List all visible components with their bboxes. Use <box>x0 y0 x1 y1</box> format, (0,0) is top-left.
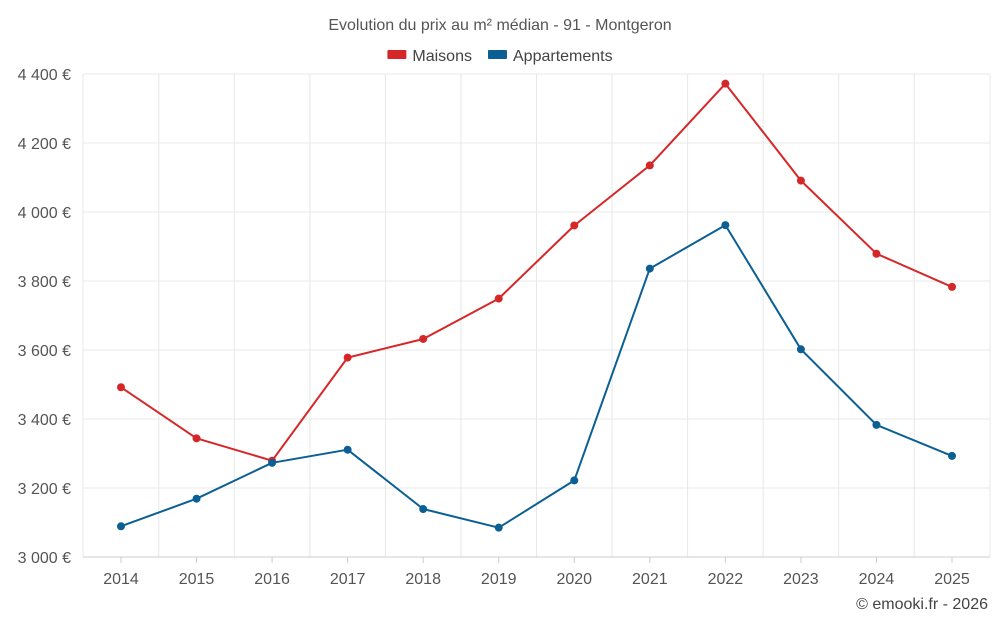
series-line <box>120 224 953 529</box>
data-point[interactable] <box>117 383 125 392</box>
x-tick-label: 2021 <box>632 571 668 588</box>
data-point[interactable] <box>948 451 956 460</box>
data-point[interactable] <box>796 176 805 185</box>
data-point[interactable] <box>343 445 352 454</box>
data-point[interactable] <box>872 420 881 429</box>
x-tick-label: 2025 <box>934 571 970 588</box>
y-tick-label: 3 000 € <box>18 550 71 567</box>
data-point[interactable] <box>645 161 654 170</box>
series-line <box>120 82 953 462</box>
series-appartements <box>117 221 956 532</box>
y-tick-label: 4 000 € <box>18 205 71 222</box>
copyright-credit: © emooki.fr - 2026 <box>856 596 988 613</box>
data-point[interactable] <box>948 282 956 291</box>
x-tick-label: 2017 <box>330 571 366 588</box>
y-tick-label: 3 200 € <box>18 481 71 498</box>
data-point[interactable] <box>494 294 503 303</box>
data-point[interactable] <box>796 345 805 354</box>
x-tick-label: 2015 <box>179 571 215 588</box>
legend-swatch <box>488 50 507 59</box>
data-point[interactable] <box>419 334 428 343</box>
y-tick-label: 3 800 € <box>18 274 71 291</box>
data-point[interactable] <box>192 434 201 443</box>
data-point[interactable] <box>570 221 579 230</box>
x-tick-label: 2018 <box>405 571 441 588</box>
chart-title: Evolution du prix au m² médian - 91 - Mo… <box>328 17 671 34</box>
axes: 3 000 € 3 200 € 3 400 € 3 600 € 3 800 € 4 000… <box>18 67 990 588</box>
y-tick-label: 4 200 € <box>18 136 71 153</box>
data-point[interactable] <box>117 522 125 531</box>
legend-item-maisons[interactable]: Maisons <box>387 48 472 65</box>
y-tick-label: 3 600 € <box>18 343 71 360</box>
legend: Maisons Appartements <box>387 48 613 65</box>
data-point[interactable] <box>721 79 730 88</box>
data-point[interactable] <box>721 221 730 230</box>
y-tick-label: 4 400 € <box>18 67 71 84</box>
x-tick-label: 2023 <box>783 571 819 588</box>
x-tick-label: 2019 <box>481 571 517 588</box>
x-tick-label: 2020 <box>556 571 592 588</box>
legend-label: Maisons <box>412 48 472 65</box>
y-tick-label: 3 400 € <box>18 412 71 429</box>
data-point[interactable] <box>645 264 654 273</box>
series-layer <box>117 79 956 532</box>
grid <box>82 73 991 558</box>
legend-swatch <box>387 50 407 59</box>
data-point[interactable] <box>343 353 352 362</box>
data-point[interactable] <box>494 523 503 532</box>
data-point[interactable] <box>419 505 428 514</box>
x-tick-label: 2024 <box>859 571 895 588</box>
series-maisons <box>117 79 956 465</box>
data-point[interactable] <box>570 476 579 485</box>
legend-label: Appartements <box>513 48 613 65</box>
x-tick-label: 2016 <box>254 571 290 588</box>
legend-item-appartements[interactable]: Appartements <box>488 48 613 65</box>
x-tick-label: 2022 <box>708 571 744 588</box>
data-point[interactable] <box>268 458 277 467</box>
x-tick-label: 2014 <box>103 571 139 588</box>
data-point[interactable] <box>192 494 201 503</box>
data-point[interactable] <box>872 249 881 258</box>
